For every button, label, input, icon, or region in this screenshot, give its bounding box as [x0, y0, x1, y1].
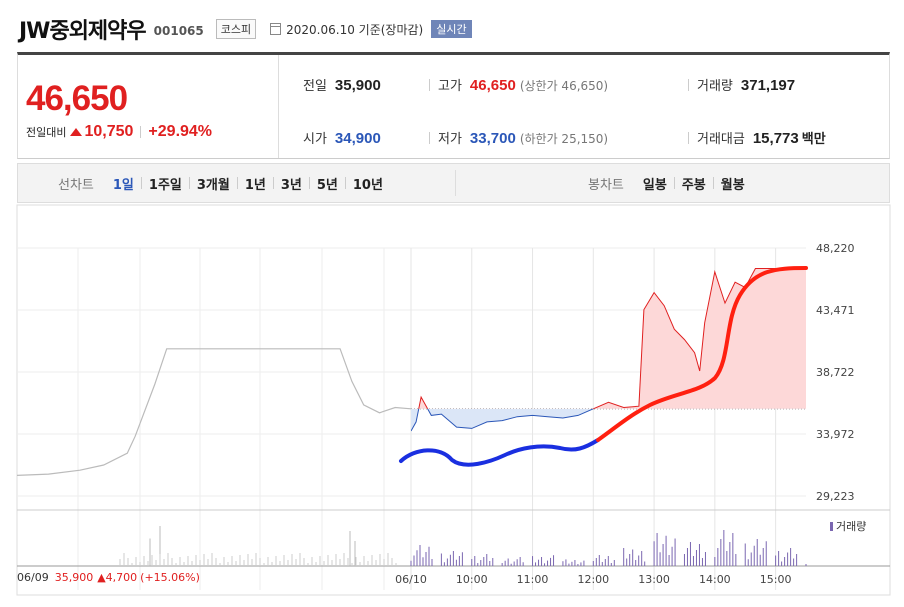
stat-label: 거래대금	[697, 132, 745, 147]
y-tick-label: 43,471	[816, 304, 855, 317]
x-tick-label: 10:00	[456, 573, 488, 586]
stat-open: 시가 34,900	[303, 128, 381, 147]
prev-pct: (+15.06%)	[140, 571, 200, 584]
x-tick-label: 06/10	[395, 573, 427, 586]
stat-prev-close: 전일 35,900	[303, 75, 381, 94]
divider	[673, 177, 675, 189]
current-price-panel: 46,650 전일대비 10,750 +29.94%	[18, 55, 279, 158]
tab-1w[interactable]: 1주일	[148, 177, 182, 193]
divider	[272, 177, 274, 189]
tab-5y[interactable]: 5년	[316, 177, 338, 193]
down-area	[411, 408, 806, 431]
realtime-button[interactable]: 실시간	[431, 20, 472, 38]
stock-name: JW중외제약우	[19, 19, 147, 44]
stat-value: 46,650	[469, 77, 516, 94]
candle-chart-title: 봉차트	[588, 177, 624, 193]
change-label: 전일대비	[26, 126, 67, 139]
divider	[429, 78, 430, 91]
divider	[429, 131, 430, 144]
calendar-icon	[270, 23, 282, 35]
stat-value: 15,773	[752, 130, 799, 147]
y-tick-label: 38,722	[816, 366, 855, 379]
tab-3y[interactable]: 3년	[280, 177, 302, 193]
stat-label: 거래량	[697, 79, 733, 94]
candle-chart-periods: 봉차트 일봉 주봉 월봉	[588, 164, 752, 202]
annotation-red-stroke	[596, 266, 808, 442]
stat-unit: 백만	[801, 132, 826, 147]
volume-legend: 거래량	[830, 518, 866, 534]
market-badge: 코스피	[215, 19, 257, 39]
stat-volume: 거래량 371,197	[688, 75, 795, 94]
x-tick-label: 14:00	[699, 573, 731, 586]
change-percent: +29.94%	[148, 123, 213, 140]
stock-code: 001065	[153, 24, 204, 38]
divider	[188, 177, 190, 189]
stat-high: 고가 46,650 (상한가 46,650)	[429, 75, 608, 94]
divider	[140, 177, 142, 189]
x-tick-label: 15:00	[760, 573, 792, 586]
tab-daily-candle[interactable]: 일봉	[642, 177, 667, 193]
chart-tabs: 선차트 1일 1주일 3개월 1년 3년 5년 10년 봉차트 일봉 주봉 월봉	[17, 163, 890, 203]
divider	[688, 131, 689, 144]
tab-1d[interactable]: 1일	[112, 177, 134, 193]
stat-value: 371,197	[740, 77, 796, 94]
x-tick-label: 11:00	[517, 573, 549, 586]
x-tick-label: 13:00	[638, 573, 670, 586]
divider	[236, 177, 238, 189]
y-tick-label: 29,223	[816, 490, 855, 503]
tab-3m[interactable]: 3개월	[196, 177, 230, 193]
prev-change: ▲4,700	[97, 571, 138, 584]
stat-value: 35,900	[334, 77, 381, 94]
up-area	[418, 268, 806, 409]
stat-label: 시가	[303, 132, 327, 147]
tab-1y[interactable]: 1년	[244, 177, 266, 193]
stat-sub: (상한가 46,650)	[519, 79, 609, 93]
volume-swatch	[830, 522, 833, 531]
stat-label: 고가	[438, 79, 462, 94]
tab-weekly-candle[interactable]: 주봉	[681, 177, 706, 193]
current-price: 46,650	[26, 79, 128, 118]
quote-summary: 46,650 전일대비 10,750 +29.94% 전일 35,900 고가 …	[17, 52, 890, 159]
change-row: 전일대비 10,750 +29.94%	[26, 123, 212, 141]
stat-low: 저가 33,700 (하한가 25,150)	[429, 128, 608, 147]
stat-label: 전일	[303, 79, 327, 94]
stat-sub: (하한가 25,150)	[519, 132, 609, 146]
divider	[344, 177, 346, 189]
divider	[712, 177, 714, 189]
stock-header: JW중외제약우 001065 코스피 2020.06.10 기준(장마감) 실시…	[19, 14, 472, 44]
y-tick-label: 33,972	[816, 428, 855, 441]
prev-day-line	[16, 348, 412, 476]
volume-legend-label: 거래량	[836, 520, 867, 533]
change-value: 10,750	[84, 123, 134, 140]
divider	[140, 126, 142, 138]
x-tick-label: 12:00	[577, 573, 609, 586]
line-chart-periods: 선차트 1일 1주일 3개월 1년 3년 5년 10년	[58, 164, 390, 202]
prev-day-info: 06/09 35,900 ▲4,700 (+15.06%)	[17, 571, 200, 584]
prev-price: 35,900	[54, 571, 94, 584]
prev-date: 06/09	[17, 571, 49, 584]
today-line-down	[411, 408, 595, 432]
stat-value: 33,700	[469, 130, 516, 147]
line-chart-title: 선차트	[58, 177, 94, 193]
stat-label: 저가	[438, 132, 462, 147]
y-tick-label: 48,220	[816, 242, 855, 255]
reference-date: 2020.06.10 기준(장마감)	[286, 22, 424, 37]
stat-turnover: 거래대금 15,773 백만	[688, 128, 826, 147]
tab-monthly-candle[interactable]: 월봉	[720, 177, 745, 193]
tab-10y[interactable]: 10년	[352, 177, 383, 193]
annotation-blue-stroke	[399, 438, 600, 467]
divider	[455, 170, 456, 196]
divider	[688, 78, 689, 91]
stat-value: 34,900	[334, 130, 381, 147]
up-arrow-icon	[70, 128, 83, 136]
divider	[308, 177, 310, 189]
chart-frame	[16, 204, 891, 596]
